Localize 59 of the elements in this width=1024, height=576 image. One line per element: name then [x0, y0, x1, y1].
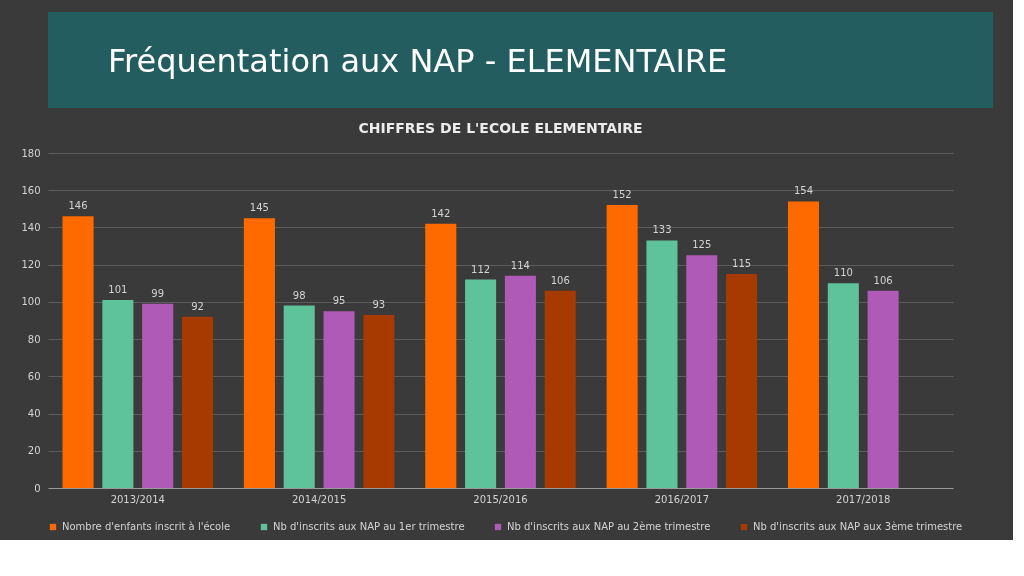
bar: [243, 218, 275, 488]
chart-subtitle: CHIFFRES DE L'ECOLE ELEMENTAIRE: [358, 120, 643, 136]
x-tick-label: 2014/2015: [292, 493, 347, 505]
chart-title: Fréquentation aux NAP - ELEMENTAIRE: [108, 42, 728, 80]
data-label: 99: [151, 287, 165, 299]
bar: [283, 305, 315, 488]
bar: [465, 279, 497, 488]
x-tick-label: 2015/2016: [473, 493, 528, 505]
x-tick-label: 2013/2014: [110, 493, 165, 505]
bar: [606, 205, 638, 488]
data-label: 106: [550, 274, 570, 286]
data-label: 152: [612, 189, 632, 201]
y-tick-label: 180: [21, 147, 41, 159]
bar: [62, 216, 94, 488]
bar: [323, 311, 355, 488]
bar: [544, 290, 576, 488]
y-tick-label: 20: [27, 445, 41, 457]
data-label: 101: [108, 284, 128, 296]
data-label: 146: [68, 200, 88, 212]
bar: [867, 290, 899, 488]
y-tick-label: 40: [27, 408, 41, 420]
data-label: 112: [471, 263, 491, 275]
y-tick-label: 160: [21, 184, 41, 196]
data-label: 154: [793, 185, 814, 197]
data-label: 145: [249, 202, 269, 214]
bar: [425, 223, 457, 488]
legend-label: Nb d'inscrits aux NAP au 1er trimestre: [273, 521, 465, 532]
bar: [363, 314, 395, 488]
bar: [102, 300, 134, 488]
data-label: 106: [873, 274, 893, 286]
bar: [504, 275, 536, 488]
bar: [726, 273, 758, 488]
data-label: 115: [732, 257, 752, 269]
y-tick-label: 120: [21, 259, 41, 271]
y-tick-label: 60: [27, 370, 41, 382]
data-label: 114: [510, 259, 530, 271]
bar: [686, 255, 718, 488]
y-tick-label: 100: [21, 296, 41, 308]
bar: [181, 316, 214, 488]
legend-label: Nb d'inscrits aux NAP aux 3ème trimestre: [753, 521, 963, 532]
bar: [787, 201, 820, 488]
data-label: 142: [431, 207, 451, 219]
bar: [646, 240, 678, 488]
x-tick-label: 2017/2018: [836, 493, 891, 505]
y-tick-label: 140: [21, 221, 41, 233]
data-label: 133: [652, 224, 672, 236]
x-tick-label: 2016/2017: [654, 493, 709, 505]
data-label: 95: [332, 295, 346, 307]
bar: [142, 303, 174, 488]
y-tick-label: 80: [27, 333, 41, 345]
data-label: 110: [833, 267, 853, 279]
legend-label: Nb d'inscrits aux NAP au 2ème trimestre: [507, 521, 711, 532]
legend-label: Nombre d'enfants inscrit à l'école: [62, 521, 231, 532]
y-tick-label: 0: [34, 482, 41, 494]
data-label: 93: [372, 298, 386, 310]
data-label: 98: [292, 289, 306, 301]
data-label: 92: [191, 300, 204, 312]
bar: [827, 283, 859, 488]
data-label: 125: [692, 239, 712, 251]
